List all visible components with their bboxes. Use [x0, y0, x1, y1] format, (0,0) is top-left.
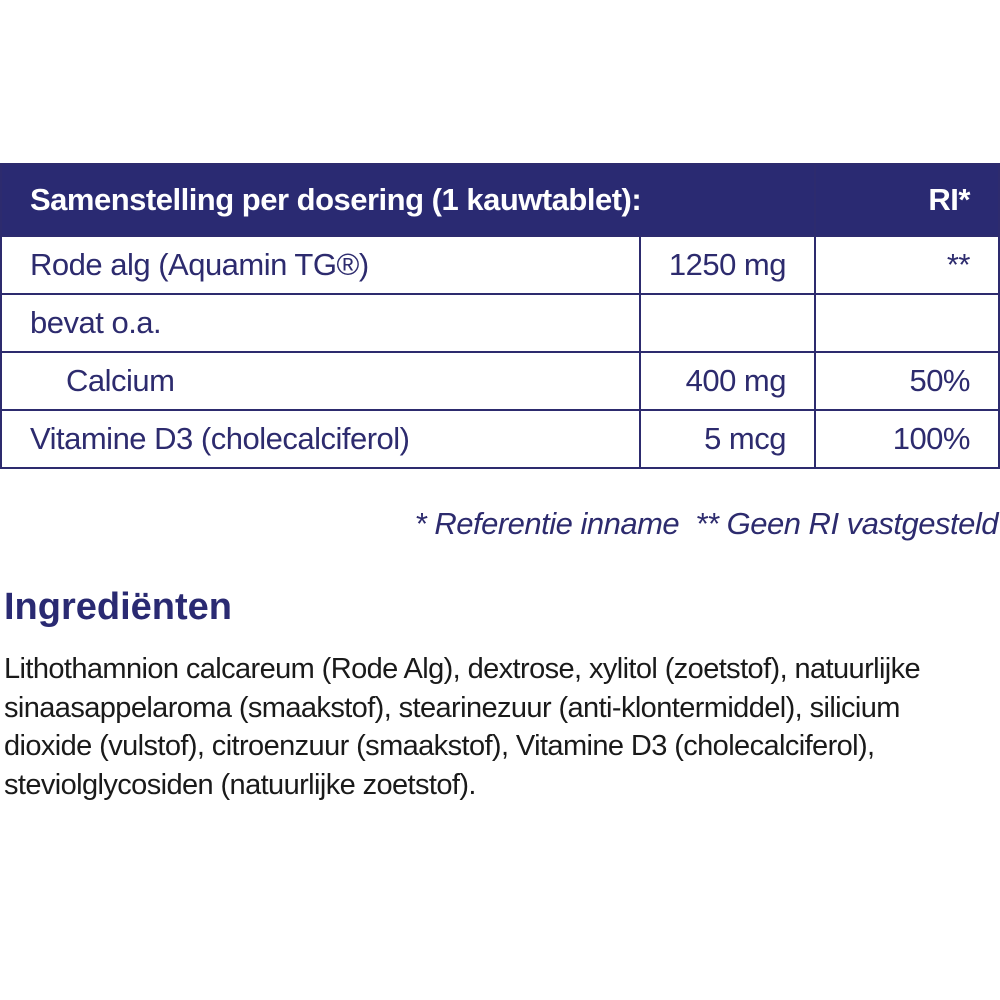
ingredients-title: Ingrediënten: [4, 586, 233, 628]
row-ri: [814, 293, 1000, 353]
ri-header: RI*: [814, 163, 1000, 237]
ingredients-text: Lithothamnion calcareum (Rode Alg), dext…: [4, 653, 921, 801]
table-row: Vitamine D3 (cholecalciferol) 5 mcg 100%: [0, 409, 1000, 469]
table-row: Calcium 400 mg 50%: [0, 351, 1000, 411]
nutrition-table: Samenstelling per dosering (1 kauwtablet…: [0, 163, 1000, 469]
row-amount: [638, 293, 817, 353]
row-ri: 50%: [814, 351, 1000, 411]
table-header: Samenstelling per dosering (1 kauwtablet…: [0, 163, 1000, 237]
row-ri: 100%: [814, 409, 1000, 469]
row-name: bevat o.a.: [0, 293, 641, 353]
row-amount: 1250 mg: [638, 235, 817, 295]
footnote: * Referentie inname ** Geen RI vastgeste…: [414, 506, 999, 541]
table-row: bevat o.a.: [0, 293, 1000, 353]
row-name: Calcium: [0, 351, 641, 411]
table-row: Rode alg (Aquamin TG®) 1250 mg **: [0, 235, 1000, 295]
row-name: Vitamine D3 (cholecalciferol): [0, 409, 641, 469]
table-title: Samenstelling per dosering (1 kauwtablet…: [0, 163, 816, 237]
row-name: Rode alg (Aquamin TG®): [0, 235, 641, 295]
row-amount: 5 mcg: [638, 409, 817, 469]
row-amount: 400 mg: [638, 351, 817, 411]
row-ri: **: [814, 235, 1000, 295]
